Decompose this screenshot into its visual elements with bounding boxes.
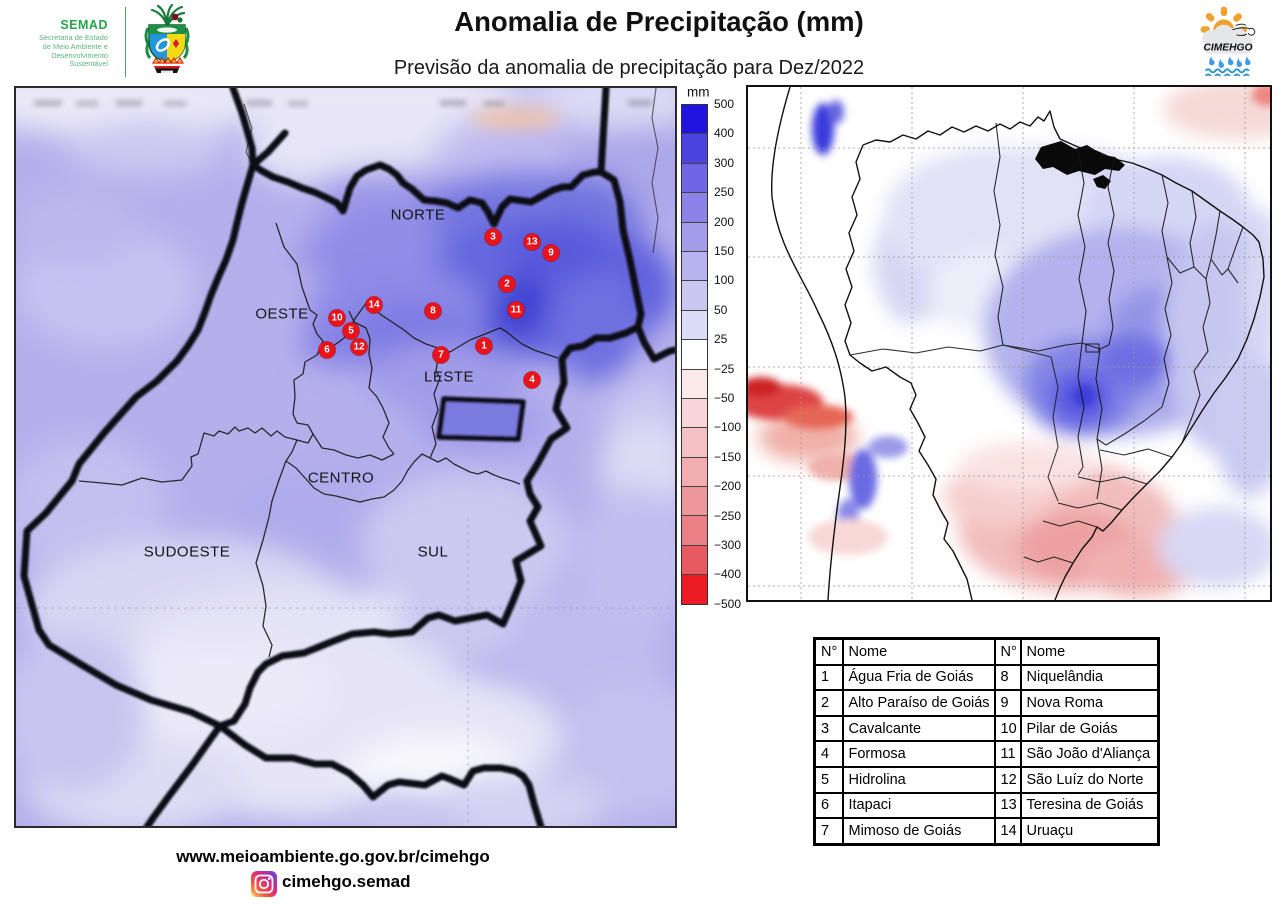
svg-text:CIMEHGO: CIMEHGO xyxy=(1203,42,1252,53)
